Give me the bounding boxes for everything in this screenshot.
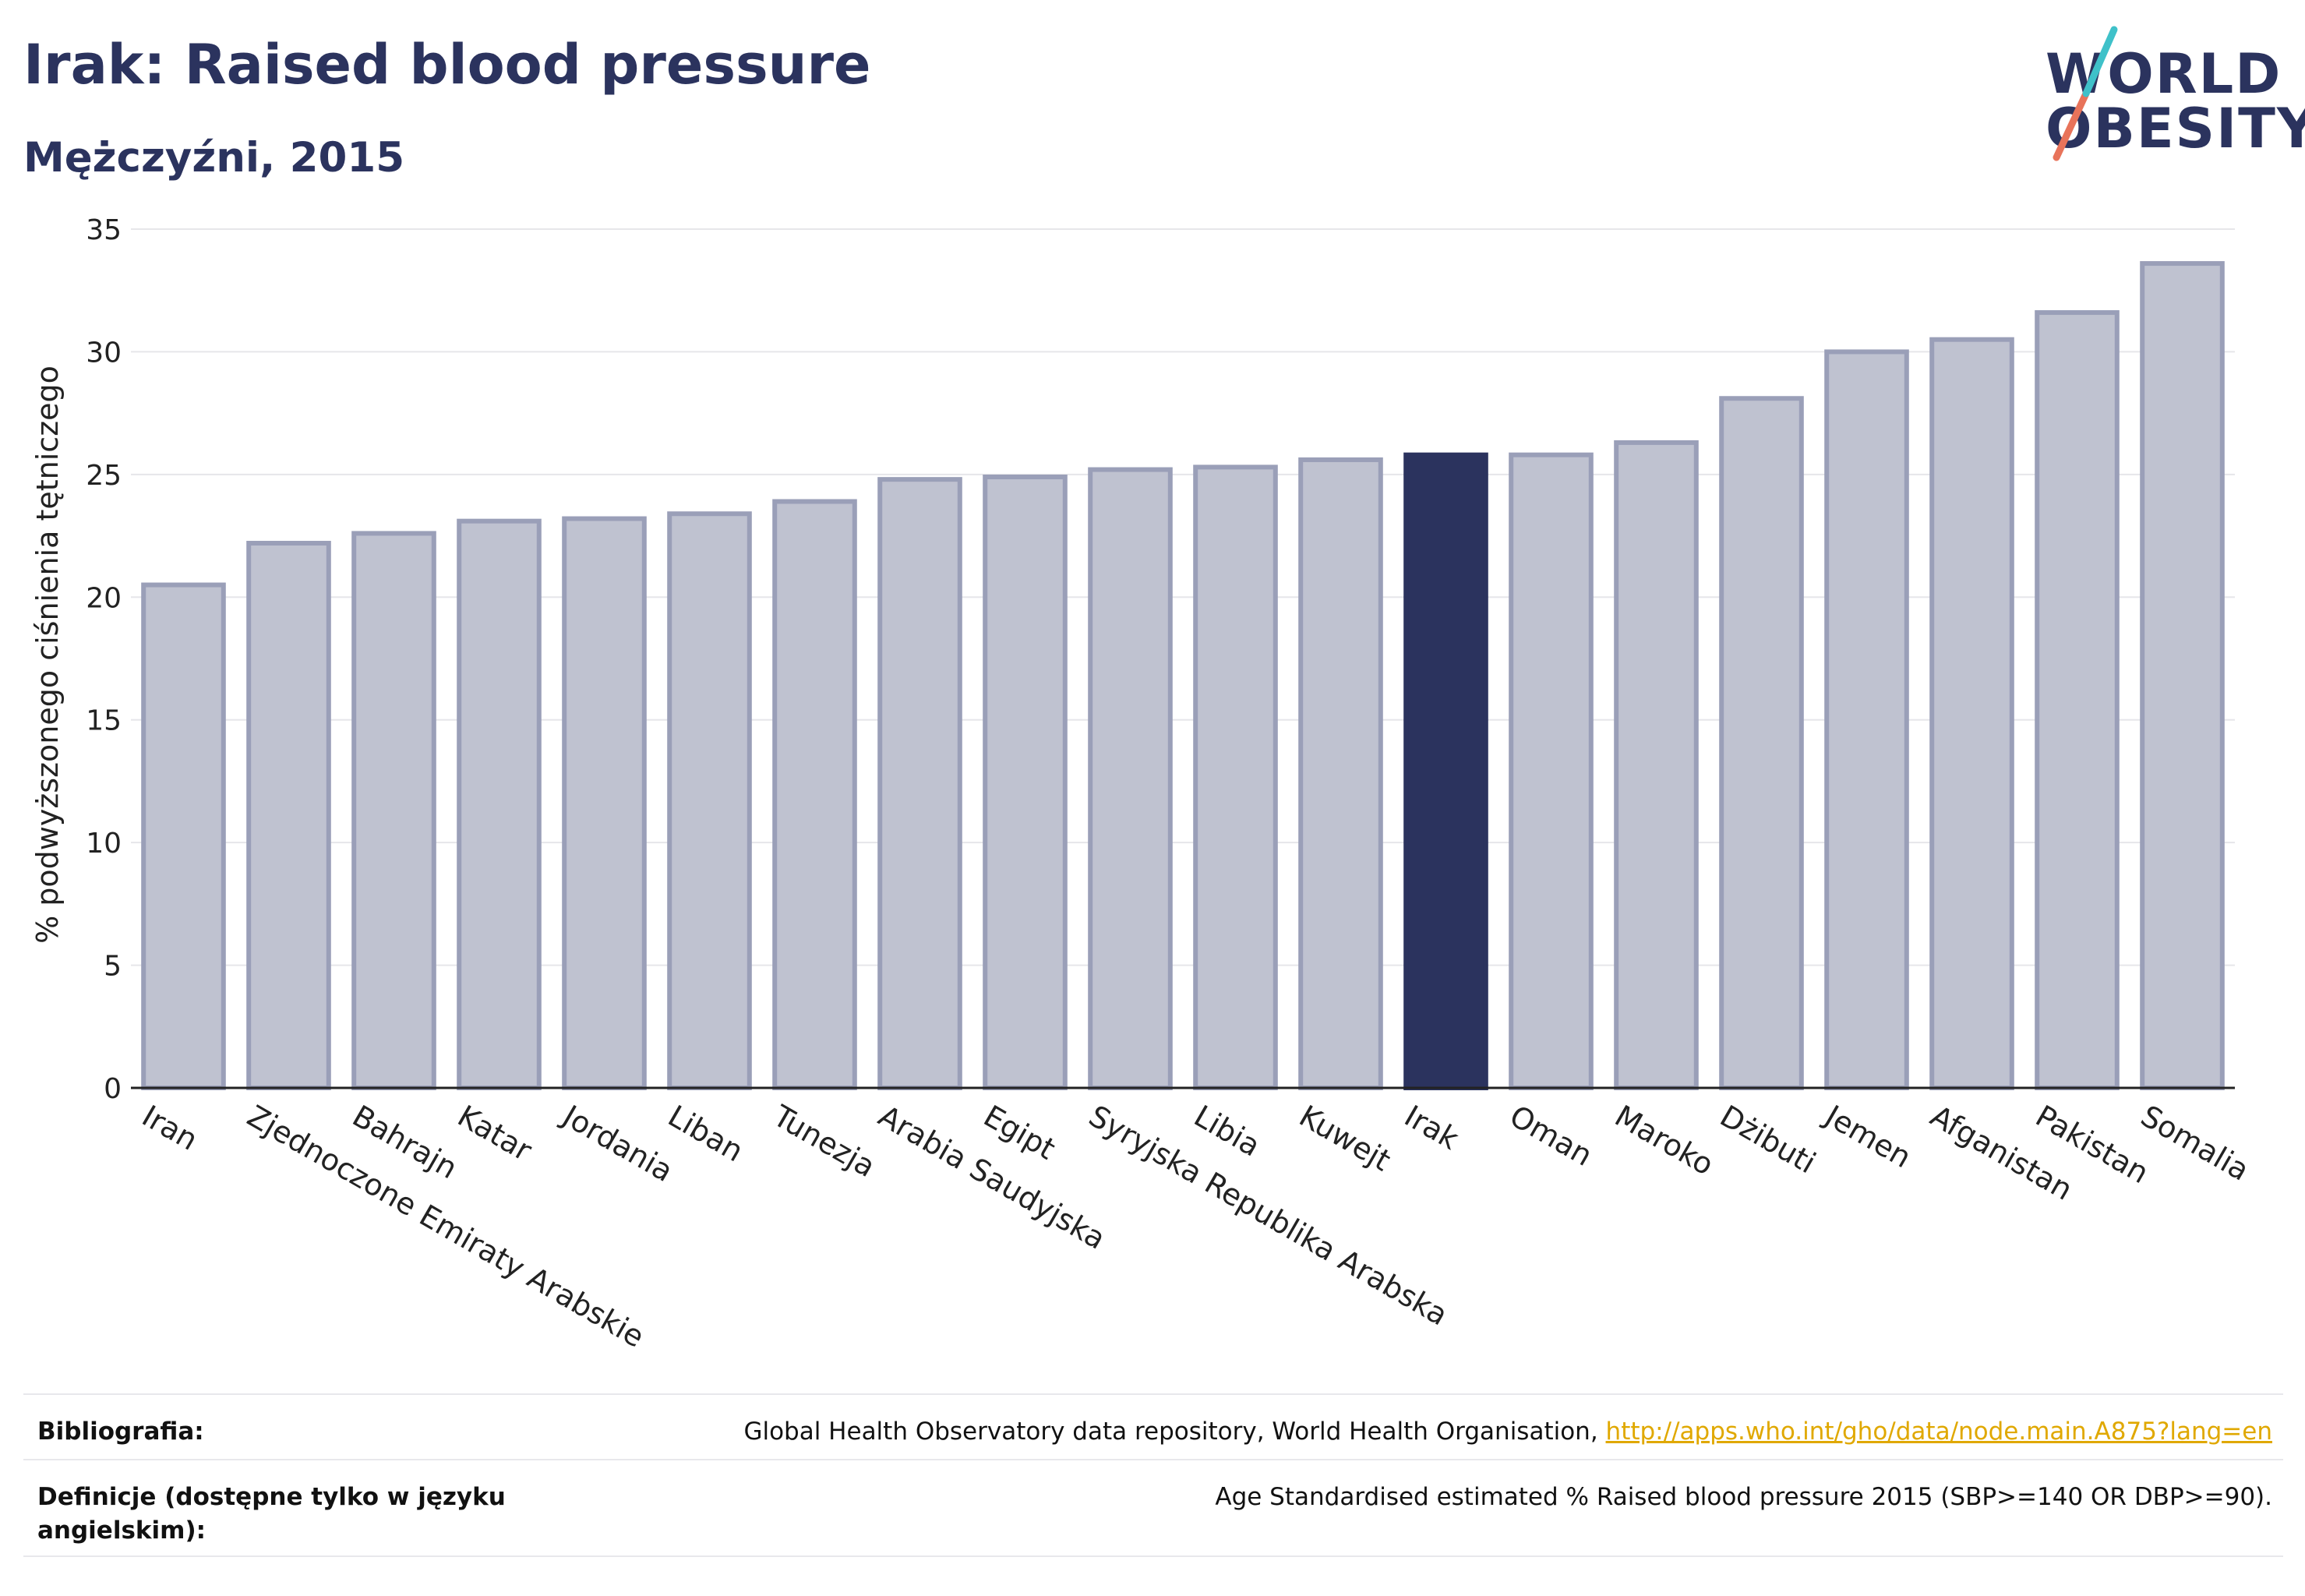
x-tick-label: Tunezja [767,1098,881,1184]
bar-katar [457,518,542,1090]
x-tick-label: Oman [1504,1099,1598,1173]
y-tick-label: 5 [104,951,122,983]
x-tick-label: Jordania [556,1098,679,1188]
bar-jordania [562,516,647,1090]
bar-tunezja [772,499,857,1090]
bibliography-link[interactable]: http://apps.who.int/gho/data/node.main.A… [1605,1418,2272,1446]
world-obesity-logo: WORLD OBESITY [2038,23,2305,164]
y-tick-label: 35 [86,214,122,246]
y-tick-label: 20 [86,582,122,614]
x-tick-label: Irak [1399,1099,1464,1156]
bar-afganistan [1929,337,2014,1090]
x-tick-label: Dżibuti [1714,1099,1822,1181]
x-tick-label: Katar [452,1099,538,1168]
bibliography-value: Global Health Observatory data repositor… [743,1415,2272,1449]
definitions-row: Definicje (dostępne tylko w języku angie… [23,1459,2283,1545]
bibliography-row: Bibliografia: Global Health Observatory … [23,1393,2283,1446]
y-tick-labels: 0 5 10 15 20 25 30 35 [86,214,122,1105]
logo-slash-icon [2053,26,2118,161]
x-tick-labels: Iran Zjednoczone Emiraty ArabskieBahrajnK… [136,1098,2255,1354]
bar-dżibuti [1719,396,1804,1091]
bar-somalia [2140,261,2225,1091]
bar-liban [667,511,752,1090]
footer-bottom-rule [23,1555,2283,1557]
chart-subtitle: Mężczyźni, 2015 [23,134,405,182]
bibliography-text: Global Health Observatory data repositor… [743,1418,1606,1446]
y-tick-label: 25 [86,460,122,492]
bar-jemen [1824,349,1909,1090]
bar-zjednoczone-emiraty-arabskie [246,541,331,1090]
grid-lines [131,228,2235,1089]
bar-egipt [983,475,1068,1090]
bar-bahrajn [351,531,436,1090]
x-tick-label: Iran [136,1099,203,1157]
x-tick-label: Kuwejt [1294,1099,1396,1178]
x-tick-label: Maroko [1609,1099,1720,1182]
bar-irak [1403,452,1488,1090]
y-tick-label: 10 [86,828,122,860]
x-tick-label: Jemen [1818,1098,1917,1175]
bar-chart: 0 5 10 15 20 25 30 35 Iran Zjednoczone Emiraty A… [30,214,2255,1354]
bar-maroko [1614,440,1699,1090]
bar-arabia-saudyjska [877,477,962,1090]
x-tick-label: Libia [1188,1099,1266,1163]
bar-pakistan [2035,310,2120,1090]
y-tick-label: 0 [104,1073,122,1105]
bar-oman [1509,452,1594,1090]
y-tick-label: 30 [86,337,122,369]
definitions-text: Age Standardised estimated % Raised bloo… [1215,1483,2272,1511]
logo-line-2: OBESITY [2046,97,2305,161]
bar-iran [141,582,226,1090]
y-axis-label: % podwyższonego ciśnienia tętniczego [30,365,65,944]
x-tick-label: Syryjska Republika Arabska [1083,1099,1453,1333]
bar-libia [1193,464,1278,1090]
definitions-label: Definicje (dostępne tylko w języku angie… [37,1483,506,1545]
bar-syryjska-republika-arabska [1088,467,1173,1090]
y-tick-label: 15 [86,705,122,737]
bibliography-label: Bibliografia: [37,1418,204,1446]
chart-title: Irak: Raised blood pressure [23,33,871,97]
x-tick-label: Somalia [2135,1099,2255,1188]
bar-kuwejt [1298,457,1383,1090]
bars [141,261,2225,1091]
